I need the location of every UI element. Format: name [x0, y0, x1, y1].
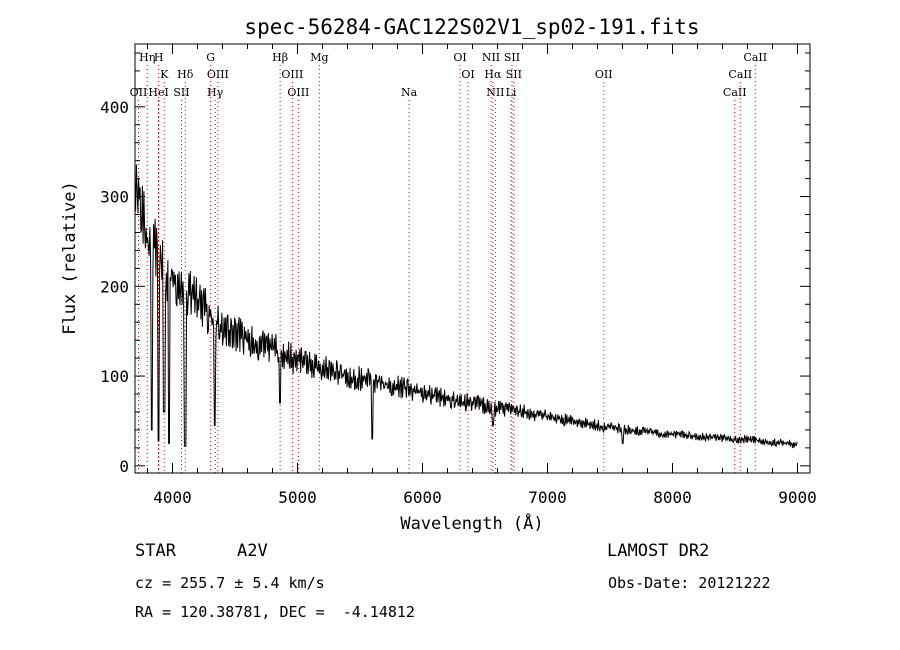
x-axis-label: Wavelength (Å): [400, 512, 543, 534]
marker-label: CaII: [723, 86, 747, 99]
marker-label: NII: [486, 86, 504, 99]
marker-label: G: [206, 51, 215, 64]
marker-label: Hγ: [207, 86, 224, 99]
object-class: STAR: [135, 541, 176, 561]
marker-label: OIII: [287, 86, 309, 99]
marker-label: Hβ: [272, 51, 288, 64]
spectrum-line: [135, 164, 798, 449]
marker-label: OII: [130, 86, 148, 99]
marker-label: HeI: [148, 86, 168, 99]
marker-label: Li: [506, 86, 517, 99]
chart-title: spec-56284-GAC122S02V1_sp02-191.fits: [244, 15, 699, 39]
x-tick-label: 5000: [278, 488, 317, 507]
marker-label: H: [154, 51, 164, 64]
marker-label: Na: [401, 86, 418, 99]
marker-label: SII: [504, 51, 520, 64]
marker-label: OIII: [281, 68, 303, 81]
marker-label: Mg: [310, 51, 328, 64]
marker-label: SII: [506, 68, 522, 81]
marker-label: OII: [595, 68, 613, 81]
observation-date: Obs-Date: 20121222: [608, 574, 771, 592]
y-axis-ticks: 0 100 200 300 400: [100, 52, 810, 476]
redshift-cz: cz = 255.7 ± 5.4 km/s: [135, 574, 325, 592]
survey-name: LAMOST DR2: [607, 541, 710, 561]
x-axis-ticks: 4000 5000 6000 7000 8000 9000: [147, 44, 817, 507]
object-subclass: A2V: [237, 541, 268, 561]
marker-label: SII: [173, 86, 189, 99]
x-tick-label: 6000: [403, 488, 442, 507]
y-tick-label: 300: [100, 188, 129, 207]
x-tick-label: 4000: [153, 488, 192, 507]
y-tick-label: 200: [100, 277, 129, 296]
marker-label: Hδ: [177, 68, 194, 81]
marker-label: CaII: [728, 68, 752, 81]
plot-frame: [134, 43, 811, 474]
ra-dec-coordinates: RA = 120.38781, DEC = -4.14812: [135, 603, 415, 621]
y-tick-label: 100: [100, 367, 129, 386]
marker-label: CaII: [743, 51, 767, 64]
marker-label: OIII: [207, 68, 229, 81]
marker-label: OI: [461, 68, 474, 81]
marker-label: Hη: [139, 51, 155, 64]
marker-label: OI: [453, 51, 466, 64]
spectrum-chart: spec-56284-GAC122S02V1_sp02-191.fits OII…: [60, 15, 817, 534]
marker-label: K: [160, 68, 169, 81]
y-axis-label: Flux (relative): [60, 181, 80, 335]
x-tick-label: 7000: [528, 488, 567, 507]
x-tick-label: 8000: [653, 488, 692, 507]
y-tick-label: 400: [100, 98, 129, 117]
marker-label: Hα: [484, 68, 502, 81]
y-tick-label: 0: [119, 457, 129, 476]
marker-label: NII: [482, 51, 500, 64]
x-tick-label: 9000: [778, 488, 817, 507]
